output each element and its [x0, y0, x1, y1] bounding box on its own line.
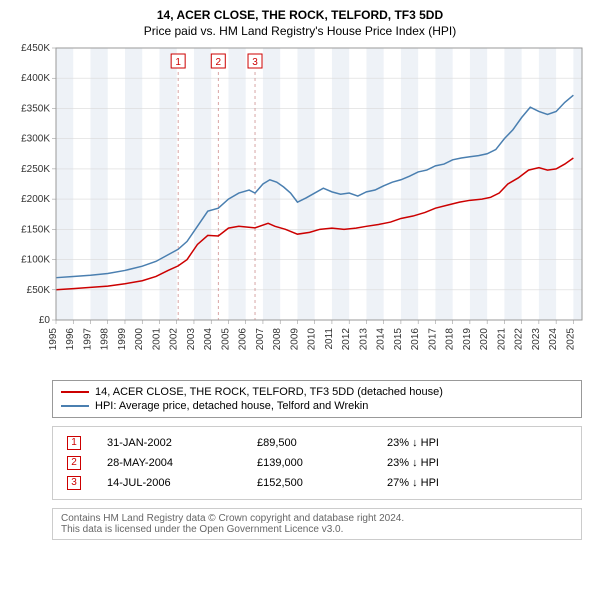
- xtick-label: 2015: [393, 328, 404, 351]
- legend-item: HPI: Average price, detached house, Telf…: [61, 399, 573, 413]
- xtick-label: 1995: [48, 328, 59, 351]
- xtick-label: 2007: [255, 328, 266, 351]
- xtick-label: 2010: [307, 328, 318, 351]
- xtick-label: 2024: [548, 328, 559, 351]
- xtick-label: 2009: [289, 328, 300, 351]
- event-row-marker: 2: [67, 456, 81, 470]
- year-band: [125, 48, 142, 320]
- year-band: [90, 48, 107, 320]
- year-band: [56, 48, 73, 320]
- ytick-label: £250K: [21, 164, 50, 175]
- xtick-label: 2014: [376, 328, 387, 351]
- event-cell-price: £89,500: [251, 433, 381, 453]
- footer-line-2: This data is licensed under the Open Gov…: [61, 524, 573, 535]
- event-cell-price: £152,500: [251, 473, 381, 493]
- year-band: [297, 48, 314, 320]
- event-row: 1 31-JAN-2002£89,50023% ↓ HPI: [61, 433, 573, 453]
- ytick-label: £0: [39, 315, 51, 326]
- legend-label: HPI: Average price, detached house, Telf…: [95, 400, 368, 412]
- xtick-label: 2005: [220, 328, 231, 351]
- year-band: [539, 48, 556, 320]
- year-band: [401, 48, 418, 320]
- ytick-label: £200K: [21, 194, 50, 205]
- xtick-label: 2016: [410, 328, 421, 351]
- xtick-label: 2019: [462, 328, 473, 351]
- ytick-label: £300K: [21, 134, 50, 145]
- event-row: 3 14-JUL-2006£152,50027% ↓ HPI: [61, 473, 573, 493]
- event-cell-marker: 3: [61, 473, 101, 493]
- ytick-label: £100K: [21, 255, 50, 266]
- xtick-label: 1999: [117, 328, 128, 351]
- event-cell-marker: 1: [61, 433, 101, 453]
- event-row-marker: 3: [67, 476, 81, 490]
- ytick-label: £150K: [21, 224, 50, 235]
- event-cell-date: 14-JUL-2006: [101, 473, 251, 493]
- legend: 14, ACER CLOSE, THE ROCK, TELFORD, TF3 5…: [52, 380, 582, 418]
- xtick-label: 1996: [65, 328, 76, 351]
- event-row: 2 28-MAY-2004£139,00023% ↓ HPI: [61, 453, 573, 473]
- xtick-label: 2023: [531, 328, 542, 351]
- xtick-label: 2000: [134, 328, 145, 351]
- legend-label: 14, ACER CLOSE, THE ROCK, TELFORD, TF3 5…: [95, 386, 443, 398]
- xtick-label: 2017: [427, 328, 438, 351]
- ytick-label: £350K: [21, 103, 50, 114]
- chart-title: 14, ACER CLOSE, THE ROCK, TELFORD, TF3 5…: [12, 8, 588, 22]
- xtick-label: 2022: [514, 328, 525, 351]
- year-band: [435, 48, 452, 320]
- event-cell-date: 31-JAN-2002: [101, 433, 251, 453]
- ytick-label: £50K: [27, 285, 51, 296]
- event-marker-label: 2: [216, 57, 222, 68]
- xtick-label: 2018: [445, 328, 456, 351]
- year-band: [332, 48, 349, 320]
- event-cell-diff: 23% ↓ HPI: [381, 453, 573, 473]
- xtick-label: 2012: [341, 328, 352, 351]
- xtick-label: 2011: [324, 328, 335, 350]
- year-band: [194, 48, 211, 320]
- footer-line-1: Contains HM Land Registry data © Crown c…: [61, 513, 573, 524]
- xtick-label: 2020: [479, 328, 490, 351]
- xtick-label: 2003: [186, 328, 197, 351]
- ytick-label: £400K: [21, 73, 50, 84]
- year-band: [228, 48, 245, 320]
- xtick-label: 1997: [82, 328, 93, 351]
- year-band: [366, 48, 383, 320]
- year-band: [159, 48, 176, 320]
- event-cell-diff: 23% ↓ HPI: [381, 433, 573, 453]
- attribution-footer: Contains HM Land Registry data © Crown c…: [52, 508, 582, 540]
- xtick-label: 2021: [496, 328, 507, 351]
- event-cell-date: 28-MAY-2004: [101, 453, 251, 473]
- event-marker-label: 3: [252, 57, 258, 68]
- ytick-label: £450K: [21, 44, 50, 54]
- year-band: [263, 48, 280, 320]
- event-row-marker: 1: [67, 436, 81, 450]
- xtick-label: 2008: [272, 328, 283, 351]
- legend-item: 14, ACER CLOSE, THE ROCK, TELFORD, TF3 5…: [61, 385, 573, 399]
- event-marker-label: 1: [175, 57, 181, 68]
- events-table: 1 31-JAN-2002£89,50023% ↓ HPI 2 28-MAY-2004…: [52, 426, 582, 500]
- chart-subtitle: Price paid vs. HM Land Registry's House …: [12, 24, 588, 38]
- xtick-label: 2004: [203, 328, 214, 351]
- event-cell-diff: 27% ↓ HPI: [381, 473, 573, 493]
- chart-svg: £0 £50K £100K £150K £200K £250K £300K £350K £400…: [12, 44, 588, 374]
- legend-swatch: [61, 405, 89, 407]
- xtick-label: 2013: [358, 328, 369, 351]
- event-cell-price: £139,000: [251, 453, 381, 473]
- year-band: [470, 48, 487, 320]
- xtick-label: 1998: [100, 328, 111, 351]
- xtick-label: 2006: [238, 328, 249, 351]
- event-cell-marker: 2: [61, 453, 101, 473]
- xtick-label: 2002: [169, 328, 180, 351]
- chart-container: 14, ACER CLOSE, THE ROCK, TELFORD, TF3 5…: [0, 0, 600, 550]
- chart-plot-area: £0 £50K £100K £150K £200K £250K £300K £350K £400…: [12, 44, 588, 374]
- year-band: [573, 48, 582, 320]
- xtick-label: 2001: [151, 328, 162, 351]
- legend-swatch: [61, 391, 89, 393]
- xtick-label: 2025: [565, 328, 576, 351]
